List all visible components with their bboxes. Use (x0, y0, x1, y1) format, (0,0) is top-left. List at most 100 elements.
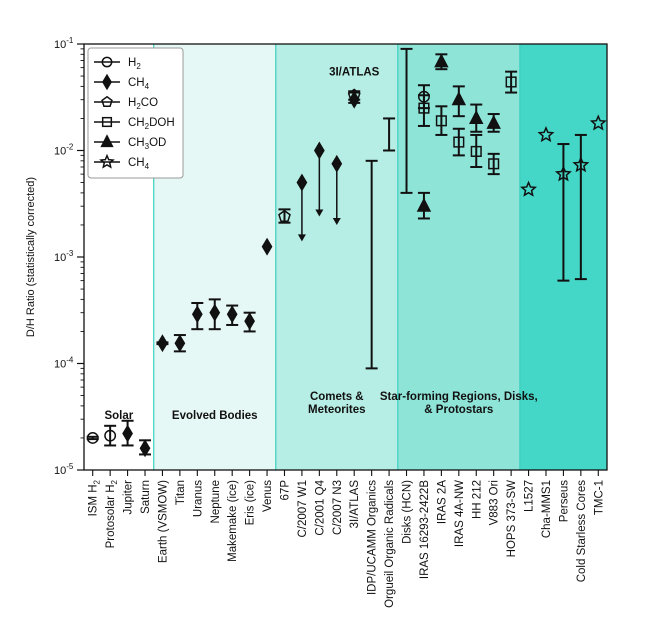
x-tick-label: Makemake (ice) (227, 480, 239, 562)
data-point-star (537, 126, 555, 143)
arrow-head (332, 217, 341, 225)
data-point-pentagon (278, 209, 291, 222)
data-point-triangle (434, 53, 449, 68)
region-backgrounds (84, 44, 607, 470)
legend-pentagon-icon (101, 95, 113, 107)
annotation-label: 3I/ATLAS (329, 67, 380, 79)
x-tick-label: IDP/UCAMM Organics (367, 480, 379, 595)
data-point-diamond (226, 305, 238, 324)
data-point-square (488, 158, 500, 170)
x-tick-label: HOPS 373-SW (506, 480, 518, 557)
data-point-square (453, 136, 465, 148)
legend: H2 CH4 H2CO CH2DOH CH3OD CH4 (87, 47, 184, 179)
data-point-diamond (313, 141, 325, 160)
x-tick-label: IRAS 2A (436, 480, 448, 524)
x-tick-label: 3I/ATLAS (349, 480, 361, 529)
data-point-star (554, 165, 572, 182)
data-point-diamond (139, 439, 151, 458)
x-tick-label: Saturn (140, 480, 152, 514)
data-point-square (470, 145, 482, 157)
legend-diamond-icon (102, 73, 112, 91)
data-markers (86, 53, 607, 458)
x-tick-label: Cold Starless Cores (576, 480, 588, 583)
y-axis (77, 43, 84, 471)
data-point-star (520, 180, 538, 197)
region-label: & Protostars (424, 404, 493, 416)
x-tick-label: Uranus (192, 480, 204, 517)
data-point-pentagon (347, 88, 361, 101)
y-tick-label: 10-3 (54, 249, 74, 264)
x-tick-label: IRAS 4A-NW (454, 480, 466, 547)
y-axis-label: D/H Ratio (statistically corrected) (25, 177, 37, 337)
region-label: Meteorites (308, 404, 366, 416)
x-tick-label: Neptune (210, 480, 222, 523)
legend-label: H2 (128, 57, 141, 71)
legend-circle-icon (101, 56, 113, 68)
data-point-triangle (469, 110, 484, 124)
x-axis (92, 470, 599, 476)
data-point-star (589, 114, 607, 131)
plot-frame (83, 43, 608, 471)
data-point-diamond (261, 237, 273, 256)
x-tick-label: ISM H2 (88, 479, 102, 516)
legend-label: CH4 (128, 157, 150, 171)
legend-star-icon (99, 153, 115, 169)
legend-label: H2CO (128, 97, 158, 111)
x-tick-label: Eris (ice) (245, 480, 257, 526)
x-tick-label: Orgueil Organic Radicals (384, 480, 396, 608)
x-tick-label: L1527 (524, 480, 536, 512)
region-background (275, 44, 398, 470)
x-tick-label: C/2007 W1 (297, 480, 309, 538)
x-tick-label: Jupiter (123, 480, 135, 515)
data-point-circle (104, 429, 117, 442)
arrow-head (297, 234, 306, 242)
x-tick-label: HH 212 (471, 480, 483, 519)
data-point-square (418, 102, 430, 114)
data-point-square (505, 76, 517, 88)
data-point-diamond (174, 334, 186, 353)
x-tick-label: IRAS 16293-2422B (419, 480, 431, 579)
data-point-diamond (244, 312, 255, 331)
x-tick-label: Disks (HCN) (402, 480, 414, 544)
region-label: Comets & (310, 391, 364, 403)
x-tick-label: 67P (279, 480, 291, 501)
x-tick-label: Venus (262, 480, 274, 512)
data-point-diamond (296, 173, 308, 192)
y-tick-label: 10-1 (54, 36, 74, 51)
data-point-circle (86, 431, 99, 444)
x-tick-label: Protosolar H2 (105, 479, 119, 548)
axes (77, 43, 599, 476)
y-tick-label: 10-4 (54, 356, 74, 371)
legend-label: CH4 (128, 77, 150, 91)
data-point-diamond (122, 424, 133, 443)
data-point-diamond (191, 305, 203, 324)
data-point-star (572, 156, 590, 173)
data-point-triangle (416, 197, 432, 212)
x-tick-label: Cha-MMS1 (541, 480, 553, 538)
y-tick-label: 10-2 (54, 143, 74, 158)
data-point-circle (418, 90, 430, 103)
x-tick-label: Earth (VSMOW) (157, 480, 169, 563)
chart-text: Solar Evolved Bodies Comets &Meteorites Sta… (25, 36, 605, 608)
x-tick-label: Perseus (558, 480, 570, 522)
legend-label: CH2DOH (128, 117, 175, 131)
y-tick-label: 10-5 (54, 462, 74, 477)
x-tick-label: Titan (175, 480, 187, 505)
x-tick-label: C/2001 Q4 (314, 479, 326, 535)
legend-square-icon (101, 116, 113, 128)
legend-label: CH3OD (128, 137, 166, 151)
data-point-diamond (157, 334, 168, 353)
arrow-head (315, 209, 324, 217)
data-point-diamond (331, 154, 343, 173)
x-tick-label: TMC-1 (593, 480, 605, 515)
x-tick-label: C/2007 N3 (332, 480, 344, 535)
data-point-diamond (209, 303, 221, 322)
data-point-triangle (486, 114, 501, 129)
legend-triangle-icon (100, 134, 114, 148)
region-label: Solar (104, 410, 133, 422)
x-tick-label: V883 Ori (489, 480, 501, 525)
region-label: Star-forming Regions, Disks, (380, 391, 538, 403)
data-point-triangle (451, 91, 467, 106)
